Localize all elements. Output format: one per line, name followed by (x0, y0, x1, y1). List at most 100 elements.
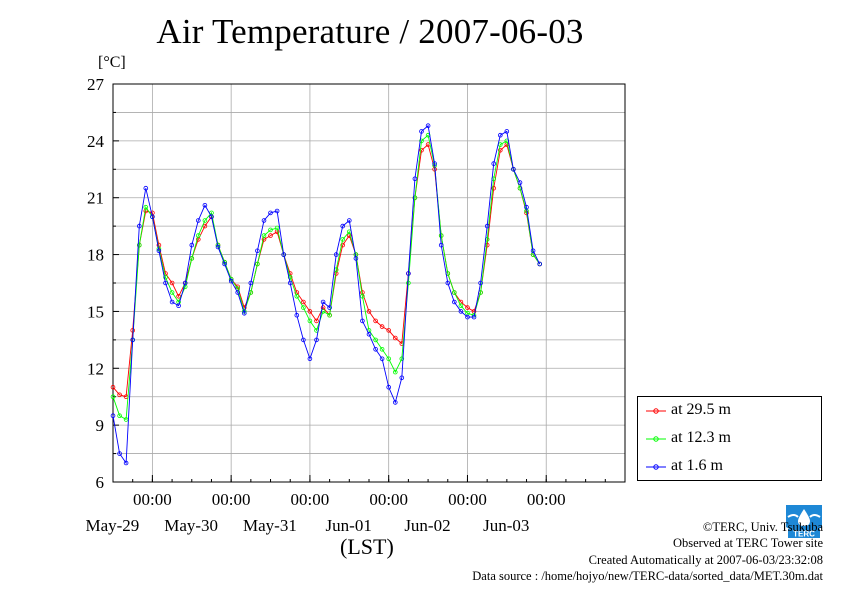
data-point-2 (451, 299, 457, 305)
date-label: May-31 (243, 516, 297, 535)
data-point-1 (379, 346, 385, 352)
y-tick-label: 21 (87, 189, 104, 208)
y-tick-label: 18 (87, 246, 104, 265)
data-source-text: Data source : /home/hojyo/new/TERC-data/… (472, 568, 823, 583)
data-point-2 (373, 346, 378, 352)
x-tick-label: 00:00 (527, 490, 566, 509)
data-point-0 (307, 309, 313, 314)
data-point-2 (425, 123, 431, 128)
y-tick-label: 9 (96, 416, 105, 435)
data-point-2 (340, 223, 346, 229)
data-point-2 (511, 167, 516, 172)
data-point-2 (406, 271, 411, 276)
created-text: Created Automatically at 2007-06-03​/23:… (588, 552, 823, 567)
data-point-1 (169, 290, 175, 295)
data-point-1 (274, 225, 280, 231)
data-point-1 (294, 293, 300, 299)
data-point-1 (438, 233, 444, 238)
data-point-1 (406, 280, 411, 286)
data-point-1 (143, 204, 149, 210)
data-point-0 (497, 148, 503, 153)
data-point-2 (202, 203, 208, 208)
data-point-2 (478, 280, 483, 286)
data-point-2 (465, 314, 470, 320)
data-point-1 (202, 218, 208, 223)
data-point-1 (399, 356, 405, 362)
data-point-0 (110, 384, 116, 390)
data-point-2 (189, 242, 195, 248)
data-point-2 (255, 248, 260, 254)
series-line-1 (112, 134, 541, 421)
data-point-2 (346, 218, 352, 223)
copyright-text: ©TERC, Univ. Tsukuba (702, 520, 823, 534)
data-point-2 (314, 337, 319, 343)
data-point-1 (268, 227, 273, 233)
data-point-2 (386, 384, 392, 390)
data-point-2 (182, 280, 188, 286)
data-point-2 (110, 413, 116, 419)
data-point-0 (379, 324, 385, 329)
y-tick-label: 12 (87, 359, 104, 378)
data-point-2 (287, 280, 293, 286)
data-point-2 (294, 312, 300, 318)
chart-title: Air Temperature / 2007-06-03 (156, 12, 584, 51)
data-point-2 (281, 252, 287, 257)
legend-label: at 12.3 m (671, 429, 731, 446)
data-point-2 (484, 223, 490, 229)
date-label: Jun-03 (483, 516, 529, 535)
data-point-0 (419, 148, 424, 153)
data-point-2 (399, 375, 405, 381)
date-label: Jun-01 (326, 516, 372, 535)
data-point-1 (255, 261, 260, 267)
data-point-2 (537, 261, 542, 267)
y-axis-unit: [°C] (98, 54, 126, 71)
x-tick-label: 00:00 (133, 490, 172, 509)
data-point-1 (419, 138, 424, 144)
data-point-2 (163, 280, 168, 286)
data-point-2 (504, 129, 510, 134)
series-line-0 (112, 143, 541, 398)
x-tick-label: 00:00 (291, 490, 330, 509)
data-point-2 (327, 305, 332, 310)
data-point-2 (360, 318, 365, 324)
data-point-0 (117, 392, 122, 398)
x-tick-label: 00:00 (212, 490, 251, 509)
data-point-2 (445, 280, 451, 286)
data-point-1 (163, 274, 168, 280)
data-point-2 (143, 185, 149, 191)
series-line-2 (112, 124, 541, 465)
data-point-0 (301, 299, 306, 305)
logo-text: TERC (793, 530, 815, 539)
y-tick-label: 15 (87, 302, 104, 321)
data-point-2 (497, 132, 503, 138)
data-point-2 (491, 161, 497, 166)
data-point-2 (320, 299, 326, 305)
legend-label: at 1.6 m (671, 457, 723, 474)
data-point-0 (465, 305, 470, 310)
data-point-2 (524, 204, 529, 210)
data-point-0 (202, 223, 208, 229)
data-point-2 (215, 244, 221, 250)
data-point-1 (458, 303, 464, 309)
data-point-1 (392, 369, 398, 375)
data-point-2 (176, 303, 181, 309)
data-point-2 (235, 290, 241, 295)
y-tick-label: 6 (96, 473, 105, 492)
data-point-2 (274, 208, 280, 214)
x-axis-caption: (LST) (340, 534, 394, 559)
data-point-2 (517, 180, 523, 185)
observed-text: Observed at TERC Tower site (672, 536, 823, 551)
data-point-2 (242, 310, 247, 316)
data-point-1 (340, 237, 346, 242)
data-point-2 (222, 261, 227, 267)
legend: at 29.5 m at 12.3 m at 1.6 m (637, 396, 822, 481)
date-label: May-29 (85, 516, 139, 535)
data-point-1 (196, 233, 201, 238)
data-point-1 (261, 233, 267, 238)
data-point-0 (373, 318, 378, 324)
data-point-1 (301, 305, 306, 310)
data-point-0 (314, 318, 319, 324)
data-point-2 (438, 242, 444, 248)
data-point-0 (491, 185, 497, 191)
